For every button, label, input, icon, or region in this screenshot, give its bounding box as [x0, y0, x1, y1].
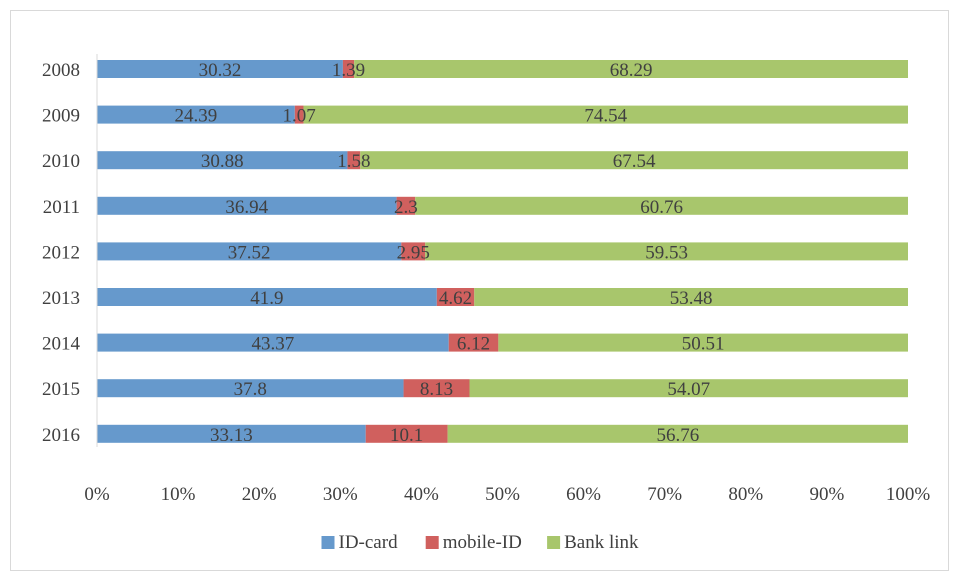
- data-label: 43.37: [251, 334, 294, 355]
- data-label: 56.76: [656, 425, 699, 446]
- bar-bank-link-2010: [360, 151, 908, 170]
- bar-mobile-id-2010: [347, 151, 361, 170]
- x-tick-label: 0%: [84, 484, 110, 505]
- data-label: 1.58: [337, 151, 370, 172]
- bar-id-card-2009: [97, 105, 295, 124]
- data-label: 8.13: [420, 379, 453, 400]
- bar-bank-link-2012: [425, 242, 908, 261]
- bar-id-card-2015: [97, 379, 404, 398]
- legend-swatch: [547, 536, 561, 549]
- bar-mobile-id-2011: [396, 196, 416, 215]
- data-label: 68.29: [610, 60, 653, 81]
- bar-mobile-id-2014: [448, 333, 499, 352]
- bar-bank-link-2015: [469, 379, 908, 398]
- category-label: 2013: [42, 288, 80, 309]
- x-tick-label: 60%: [566, 484, 601, 505]
- data-label: 4.62: [439, 288, 472, 309]
- bar-id-card-2013: [97, 288, 437, 306]
- bar-mobile-id-2008: [342, 60, 355, 78]
- x-tick-label: 40%: [404, 484, 439, 505]
- x-tick-label: 90%: [809, 484, 844, 505]
- x-tick-label: 70%: [647, 484, 682, 505]
- bar-id-card-2011: [97, 196, 397, 215]
- x-tick-label: 80%: [728, 484, 763, 505]
- x-tick-label: 30%: [323, 484, 358, 505]
- data-label: 37.8: [234, 379, 267, 400]
- data-label: 2.95: [397, 242, 430, 263]
- bar-bank-link-2009: [303, 105, 908, 124]
- data-label: 24.39: [175, 106, 218, 127]
- legend-swatch: [425, 536, 439, 549]
- data-label: 36.94: [225, 197, 268, 218]
- data-label: 67.54: [613, 151, 656, 172]
- bars-layer: 30.32 1.39 68.29 24.39 1.07 74.54 30.88 1.58 67.…: [96, 54, 908, 447]
- x-tick-label: 10%: [161, 484, 196, 505]
- data-label: 1.39: [332, 60, 365, 81]
- category-label: 2010: [42, 151, 80, 172]
- category-label: 2011: [43, 197, 80, 218]
- category-label: 2014: [42, 334, 81, 355]
- data-label: 50.51: [682, 334, 725, 355]
- data-label: 53.48: [670, 288, 713, 309]
- legend-label: mobile-ID: [443, 532, 522, 553]
- category-labels: 2008 2009 2010 2011 2012 2013 2014 2015 2016: [42, 60, 81, 446]
- bar-bank-link-2013: [474, 288, 908, 306]
- category-label: 2016: [42, 425, 80, 446]
- bar-mobile-id-2009: [294, 105, 304, 124]
- data-label: 59.53: [645, 242, 688, 263]
- x-tick-label: 50%: [485, 484, 520, 505]
- data-label: 6.12: [457, 334, 490, 355]
- x-tick-label: 100%: [886, 484, 931, 505]
- bar-id-card-2016: [97, 424, 366, 443]
- data-label: 10.1: [390, 425, 423, 446]
- bar-id-card-2014: [97, 333, 449, 352]
- data-label: 54.07: [667, 379, 710, 400]
- x-tick-label: 20%: [242, 484, 277, 505]
- data-label: 2.3: [394, 197, 418, 218]
- bar-id-card-2012: [97, 242, 402, 261]
- x-tick-labels: 0% 10% 20% 30% 40% 50% 60% 70% 80% 90% 100%: [84, 484, 930, 505]
- legend: ID-card mobile-ID Bank link: [321, 532, 639, 553]
- category-label: 2009: [42, 106, 80, 127]
- bar-mobile-id-2015: [403, 379, 470, 398]
- bar-bank-link-2016: [447, 424, 908, 443]
- bar-bank-link-2011: [415, 196, 908, 215]
- category-label: 2012: [42, 242, 80, 263]
- legend-label: ID-card: [339, 532, 399, 553]
- data-label: 41.9: [250, 288, 283, 309]
- bar-id-card-2008: [97, 60, 343, 78]
- legend-label: Bank link: [564, 532, 639, 553]
- legend-swatch: [321, 536, 335, 549]
- data-label: 30.88: [201, 151, 244, 172]
- category-label: 2015: [42, 379, 80, 400]
- data-label: 60.76: [640, 197, 683, 218]
- data-label: 1.07: [283, 106, 316, 127]
- bar-bank-link-2014: [498, 333, 908, 352]
- data-label: 30.32: [199, 60, 242, 81]
- bar-mobile-id-2012: [401, 242, 426, 261]
- bar-mobile-id-2016: [365, 424, 448, 443]
- bar-mobile-id-2013: [436, 288, 475, 306]
- data-label: 33.13: [210, 425, 253, 446]
- data-label: 37.52: [228, 242, 271, 263]
- data-label: 74.54: [584, 106, 627, 127]
- bar-bank-link-2008: [354, 60, 908, 78]
- category-label: 2008: [42, 60, 80, 81]
- bar-id-card-2010: [97, 151, 348, 170]
